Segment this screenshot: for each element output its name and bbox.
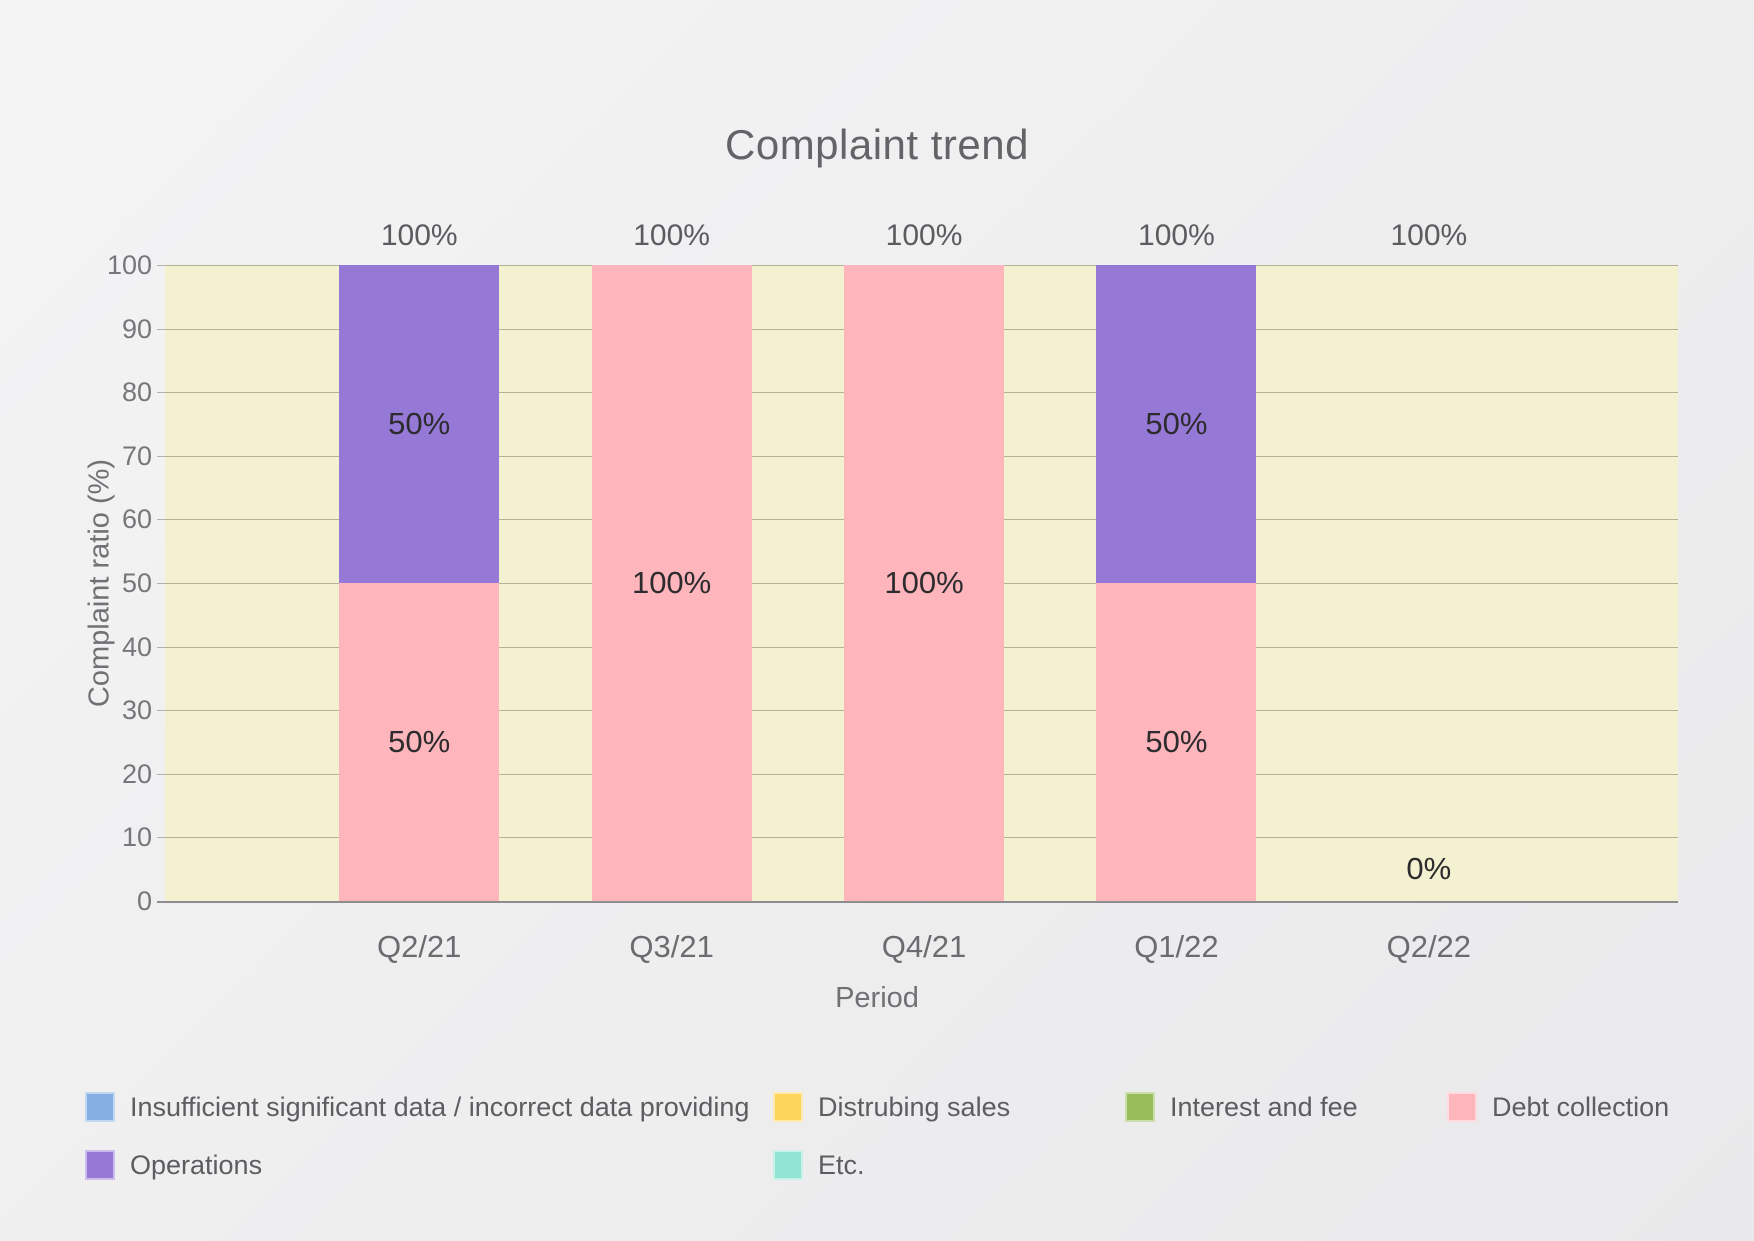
y-tick-label-0: 0 (136, 886, 152, 916)
total-label-Q1/22: 100% (1138, 219, 1215, 252)
legend-swatch-icon (1125, 1092, 1155, 1122)
category-column-Q3/21: 100% Q3/21 100% (545, 219, 797, 964)
y-tick-label-30: 30 (121, 695, 152, 726)
y-tick-label-20: 20 (121, 758, 152, 789)
gridline-0 (157, 901, 1678, 903)
bar-Q4/21: 100% (844, 265, 1005, 901)
y-tick-label-80: 80 (121, 377, 152, 408)
legend-swatch-icon (773, 1092, 803, 1122)
category-column-Q1/22: 100% Q1/22 50% 50% (1050, 219, 1302, 964)
bar-segment[interactable]: 100% (591, 265, 752, 901)
legend-swatch-icon (85, 1092, 115, 1122)
y-tick-label-40: 40 (121, 631, 152, 662)
y-tick-label-90: 90 (121, 313, 152, 344)
legend-item-label: Etc. (818, 1150, 865, 1180)
x-tick-label-Q4/21: Q4/21 (881, 929, 967, 964)
x-axis-title: Period (835, 982, 919, 1014)
category-column-Q2/22: 100% Q2/22 0% (1303, 219, 1555, 964)
legend-item-label: Operations (130, 1150, 263, 1180)
y-tick-label-100: 100 (106, 250, 152, 280)
bar-segment[interactable]: 50% (339, 265, 500, 583)
bars-row: 100% Q2/21 50% 50% 100% Q3/21 100% 100% Q4/21 100… (293, 219, 1555, 964)
legend-item-label: Insufficient significant data / incorrec… (130, 1092, 750, 1122)
y-tick-label-50: 50 (121, 568, 152, 598)
total-label-Q2/22: 100% (1390, 219, 1468, 252)
y-tick-label-70: 70 (121, 440, 152, 471)
legend-item[interactable]: Distrubing sales (773, 1092, 1125, 1122)
legend-swatch-icon (1447, 1092, 1477, 1122)
legend-item-label: Debt collection (1492, 1092, 1670, 1122)
bar-Q1/22: 50% 50% (1096, 265, 1257, 901)
total-label-Q4/21: 100% (885, 219, 963, 252)
x-tick-label-Q1/22: Q1/22 (1134, 929, 1219, 964)
bar-segment[interactable]: 50% (1096, 583, 1257, 901)
segment-value-label: 50% (1145, 724, 1208, 759)
bar-segment[interactable]: 50% (1096, 265, 1257, 583)
segment-value-label: 50% (388, 406, 451, 441)
y-tick-label-60: 60 (121, 504, 152, 535)
chart-title: Complaint trend (725, 121, 1029, 168)
segment-value-label: 50% (388, 724, 451, 759)
legend-swatch-icon (773, 1150, 803, 1180)
segment-value-label: 100% (631, 565, 712, 600)
plot-area: 100% Q2/21 50% 50% 100% Q3/21 100% 100% Q4/21 100… (157, 219, 1678, 964)
legend-item[interactable]: Debt collection (1447, 1092, 1669, 1122)
legend: Insufficient significant data / incorrec… (85, 1092, 1669, 1180)
legend-swatch-icon (85, 1150, 115, 1180)
category-column-Q2/21: 100% Q2/21 50% 50% (293, 219, 545, 964)
x-tick-label-Q2/22: Q2/22 (1386, 929, 1472, 964)
y-axis-ticks: 0 10 20 30 40 50 60 70 80 90 100 (0, 250, 152, 916)
legend-item[interactable]: Interest and fee (1125, 1092, 1447, 1122)
bar-segment[interactable]: 50% (339, 583, 500, 901)
legend-item-label: Distrubing sales (818, 1092, 1011, 1122)
x-tick-label-Q2/21: Q2/21 (376, 929, 462, 964)
total-label-Q2/21: 100% (380, 219, 458, 252)
legend-item[interactable]: Operations (85, 1150, 773, 1180)
y-tick-label-10: 10 (121, 822, 152, 853)
zero-value-label-Q2/22: 0% (1406, 851, 1452, 886)
total-label-Q3/21: 100% (633, 219, 710, 252)
legend-item[interactable]: Etc. (773, 1150, 1125, 1180)
legend-item[interactable]: Insufficient significant data / incorrec… (85, 1092, 773, 1122)
category-column-Q4/21: 100% Q4/21 100% (798, 219, 1050, 964)
bar-Q3/21: 100% (591, 265, 752, 901)
segment-value-label: 100% (884, 565, 964, 600)
bar-Q2/21: 50% 50% (339, 265, 500, 901)
x-tick-label-Q3/21: Q3/21 (629, 929, 714, 964)
bar-segment[interactable]: 100% (844, 265, 1005, 901)
segment-value-label: 50% (1145, 406, 1208, 441)
legend-item-label: Interest and fee (1170, 1092, 1358, 1122)
